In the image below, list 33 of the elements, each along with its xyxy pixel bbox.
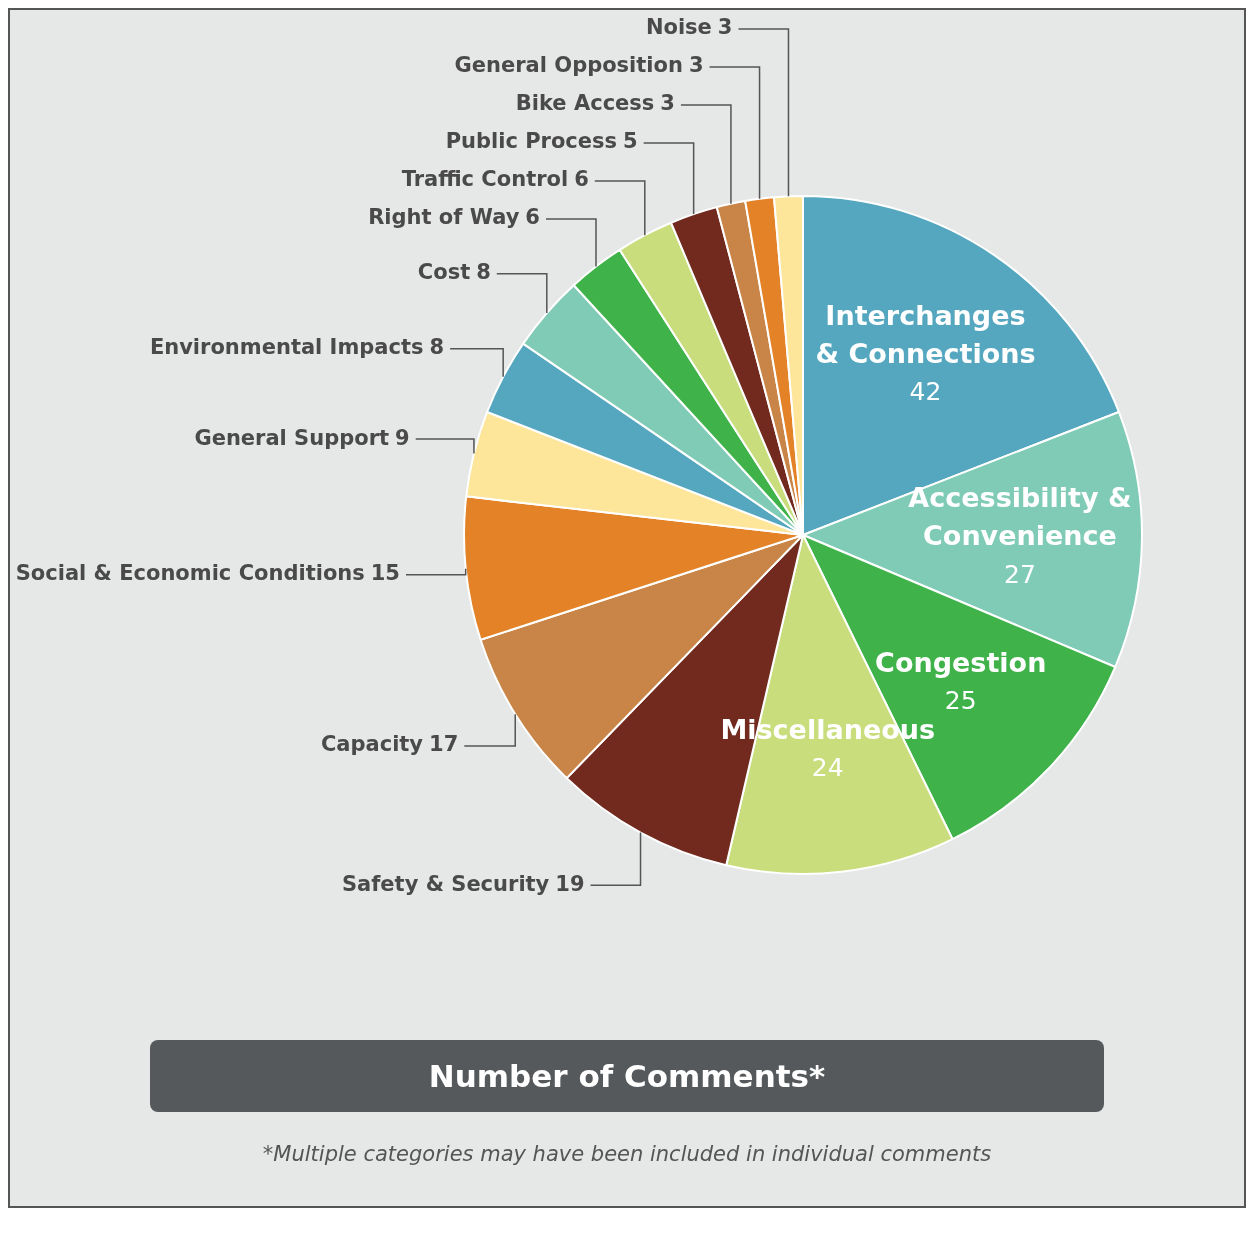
slice-label: General Opposition (454, 53, 683, 78)
slice-label: Accessibility & Convenience (908, 482, 1132, 552)
slice-label: Cost (417, 260, 471, 285)
data-label: 8 (476, 260, 491, 285)
slice-label: Capacity (320, 732, 424, 757)
slice-label: Right of Way (368, 205, 520, 230)
slice-label: Congestion (875, 646, 1047, 678)
data-label: 3 (660, 91, 675, 116)
slice-label: Noise (645, 15, 712, 40)
slice-label: Interchanges & Connections (815, 299, 1036, 369)
data-label: 8 (429, 335, 445, 360)
data-label: 3 (717, 15, 733, 40)
slice-label: Bike Access (515, 91, 655, 116)
data-label: 25 (944, 686, 977, 716)
data-label: 24 (811, 753, 844, 783)
data-label: 27 (1004, 559, 1036, 589)
data-label: 3 (688, 53, 704, 78)
data-label: 6 (574, 167, 589, 192)
data-label: 15 (370, 561, 400, 586)
data-label: 9 (395, 425, 410, 450)
text: Number of Comments* (150, 1040, 1104, 1112)
slice-label: Environmental Impacts (149, 335, 424, 360)
slice-label: Social & Economic Conditions (15, 561, 365, 586)
data-label: 17 (429, 732, 459, 757)
data-label: 42 (909, 377, 942, 407)
slice-label: Traffic Control (401, 167, 569, 192)
data-label: 19 (555, 871, 585, 896)
slice-label: Safety & Security (341, 871, 550, 896)
slice-label: Public Process (445, 129, 618, 154)
data-label: 6 (525, 205, 540, 230)
text: *Multiple categories may have been included in individual comments (261, 1141, 993, 1168)
slice-label: General Support (194, 425, 390, 450)
data-label: 5 (623, 129, 638, 154)
